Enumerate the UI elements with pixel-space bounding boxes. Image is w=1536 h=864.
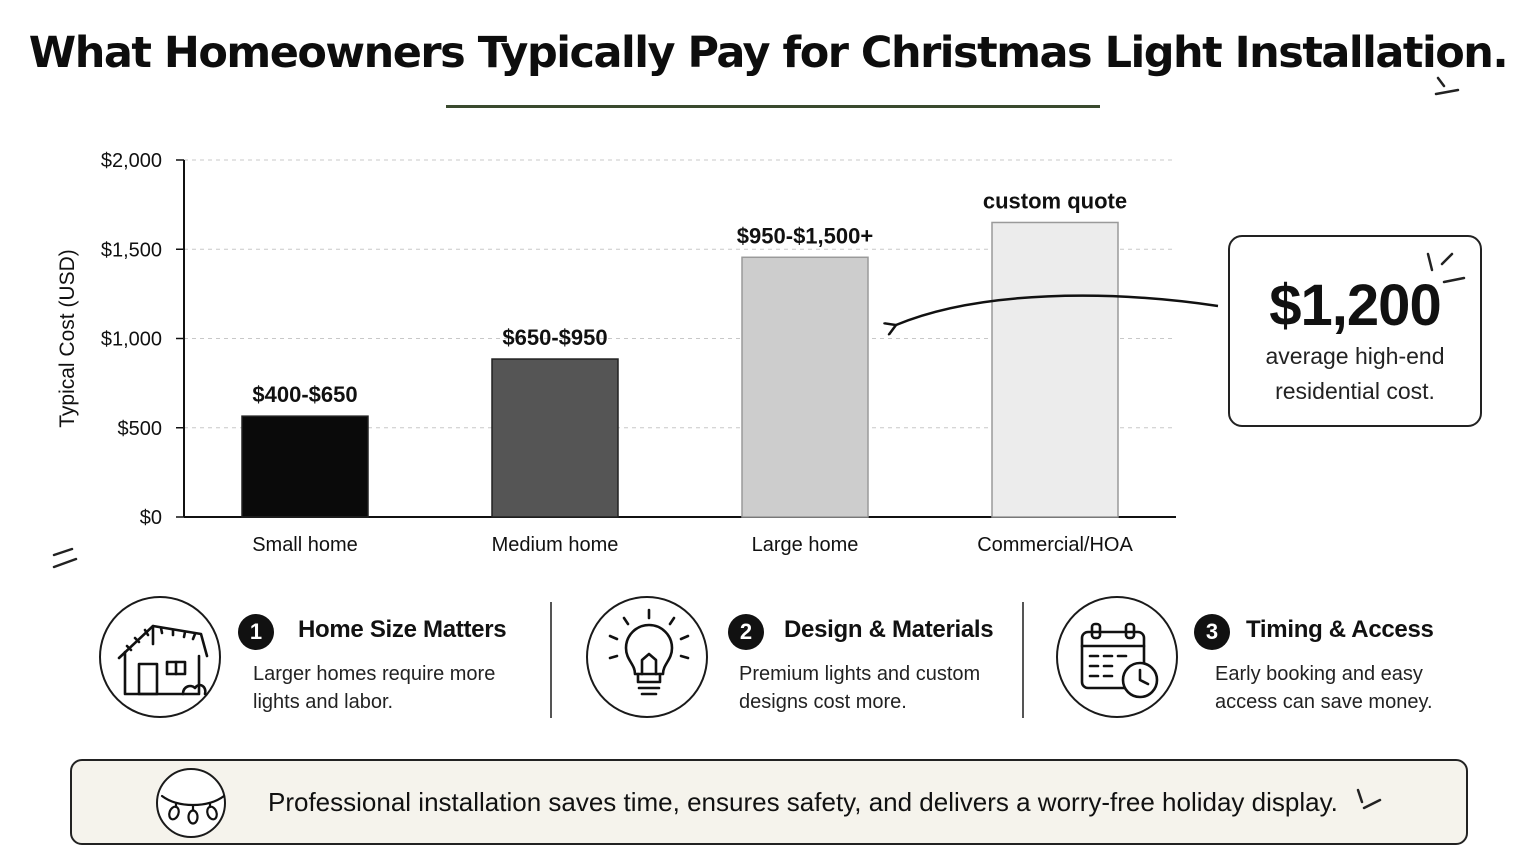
callout-value: $1,200 (1269, 273, 1441, 338)
banner-icon-circle (156, 768, 226, 838)
sparkle-doodle-top-right (1434, 76, 1460, 96)
y-tick-label: $500 (118, 418, 163, 440)
factor-desc-line: designs cost more. (739, 691, 907, 713)
sparkle-doodle-banner (1356, 788, 1382, 810)
factor-design-materials: 2 Design & Materials Premium lights and … (586, 596, 1006, 726)
calendar-clock-icon (1080, 622, 1159, 699)
factor-number: 2 (728, 614, 764, 650)
cost-bar-chart: $0 $500 $1,000 $1,500 $2,000 Typical Cost (US… (56, 150, 1176, 556)
y-axis-label: Typical Cost (USD) (56, 249, 79, 428)
house-icon (117, 624, 209, 696)
sparkle-doodle-callout (1426, 252, 1466, 284)
data-label: $950-$1,500+ (737, 223, 873, 248)
factor-desc-line: lights and labor. (253, 691, 394, 713)
factor-timing-access: 3 Timing & Access Early booking and easy… (1056, 596, 1476, 726)
factor-desc-line: Early booking and easy (1215, 663, 1423, 685)
data-label: custom quote (983, 188, 1127, 213)
factor-desc-line: Premium lights and custom (739, 663, 981, 685)
x-tick-label: Large home (752, 534, 859, 556)
bar (241, 415, 369, 518)
lightbulb-icon (608, 608, 690, 696)
factor-title: Design & Materials (784, 616, 994, 643)
bar (741, 256, 869, 518)
title-underline (446, 105, 1100, 108)
factor-icon-circle (586, 596, 708, 718)
callout-line-1: average high-end (1265, 343, 1445, 369)
y-tick-label: $0 (140, 507, 162, 529)
factor-description: Premium lights and custom designs cost m… (739, 660, 1029, 716)
factor-separator (550, 602, 552, 718)
y-tick-label: $2,000 (101, 150, 162, 172)
average-cost-callout: $1,200 average high-end residential cost… (1228, 235, 1482, 427)
banner-text: Professional installation saves time, en… (268, 787, 1338, 817)
factor-title: Home Size Matters (298, 616, 507, 643)
y-tick-label: $1,000 (101, 329, 162, 351)
x-tick-label: Medium home (492, 534, 619, 556)
factor-separator (1022, 602, 1024, 718)
factor-icon-circle (1056, 596, 1178, 718)
factor-description: Early booking and easy access can save m… (1215, 660, 1505, 716)
data-label: $400-$650 (252, 382, 357, 407)
factor-title: Timing & Access (1246, 616, 1434, 643)
x-tick-label: Small home (252, 534, 358, 556)
x-tick-label: Commercial/HOA (977, 534, 1133, 556)
summary-banner: Professional installation saves time, en… (70, 759, 1468, 845)
bar (491, 358, 619, 518)
string-lights-icon (160, 794, 226, 825)
factor-desc-line: access can save money. (1215, 691, 1433, 713)
factor-number: 3 (1194, 614, 1230, 650)
callout-line-2: residential cost. (1275, 378, 1435, 404)
y-tick-label: $1,500 (101, 239, 162, 261)
page-title: What Homeowners Typically Pay for Christ… (28, 28, 1509, 78)
factor-description: Larger homes require more lights and lab… (253, 660, 543, 716)
bar (991, 221, 1119, 518)
factor-number: 1 (238, 614, 274, 650)
data-label: $650-$950 (502, 325, 607, 350)
factor-home-size: 1 Home Size Matters Larger homes require… (99, 596, 539, 726)
factor-icon-circle (99, 596, 221, 718)
sparkle-doodle-left (52, 547, 78, 569)
factor-desc-line: Larger homes require more (253, 663, 496, 685)
